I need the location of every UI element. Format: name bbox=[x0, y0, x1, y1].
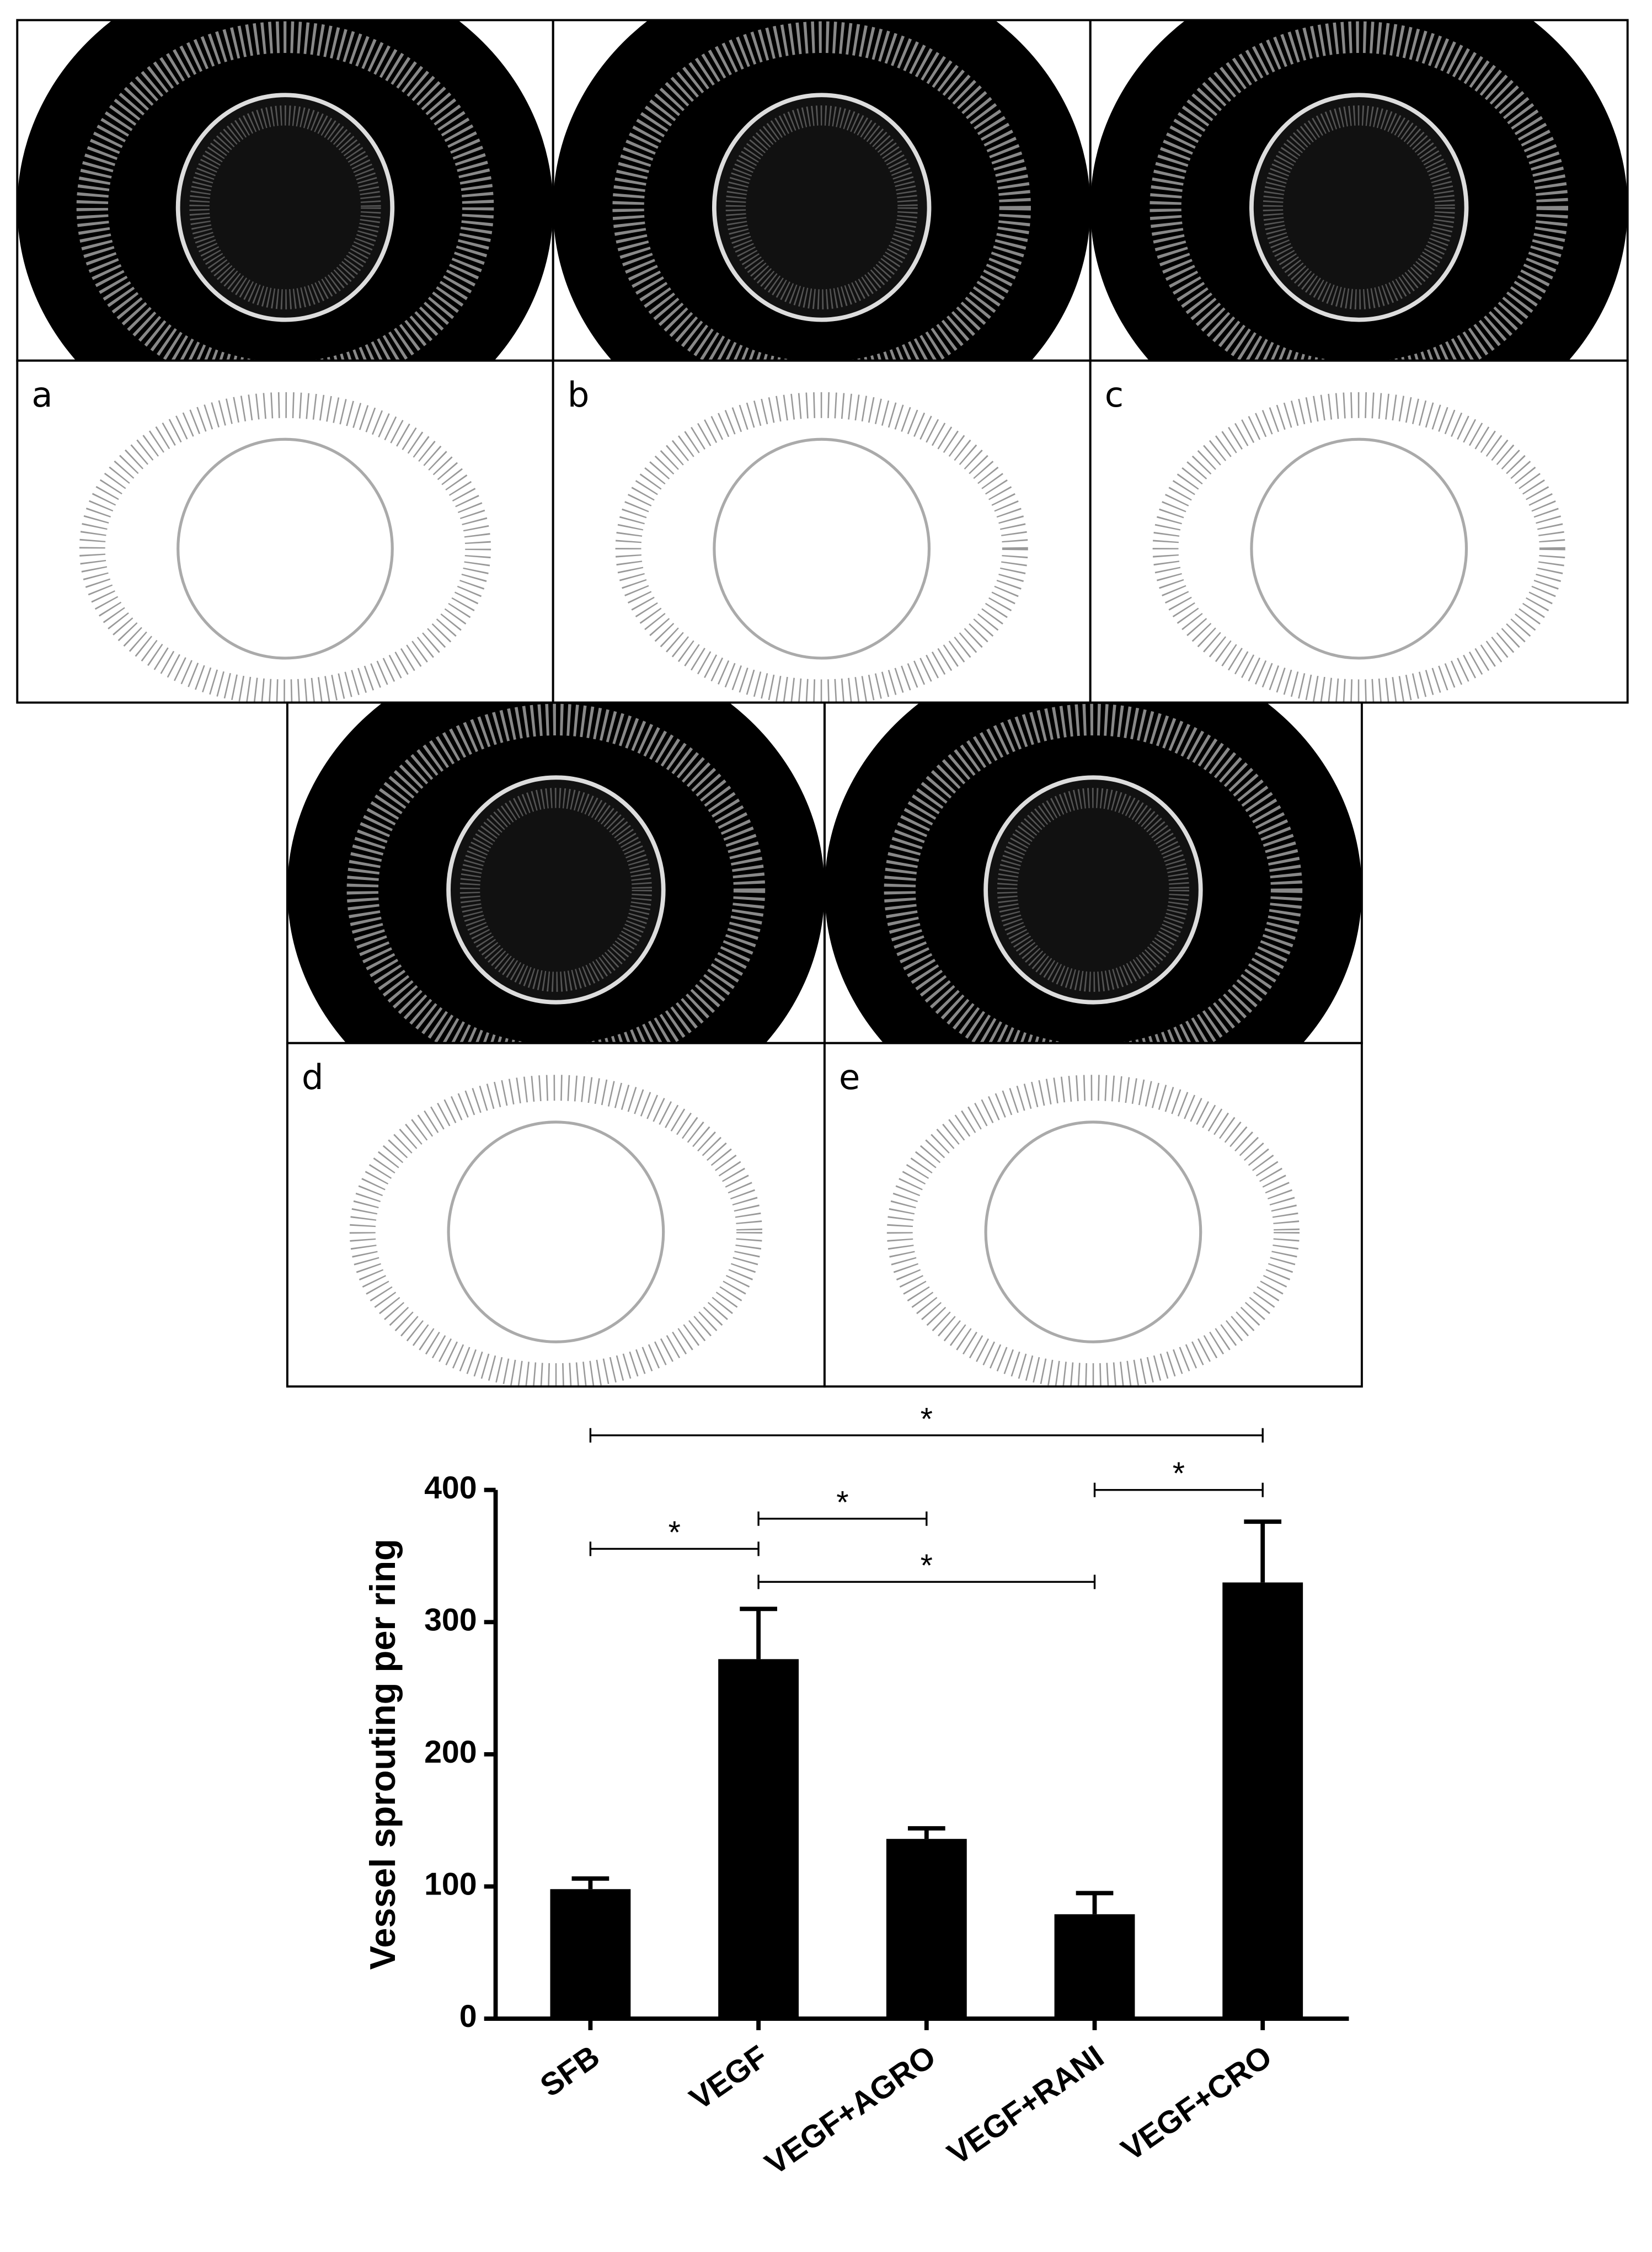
ring-trace bbox=[447, 1120, 665, 1343]
bar bbox=[1054, 1914, 1135, 2019]
significance-bracket bbox=[589, 1428, 1264, 1443]
ring-core bbox=[725, 105, 918, 309]
sprout-halo bbox=[884, 703, 1303, 1043]
sprout-trace bbox=[79, 392, 491, 703]
ring-trace bbox=[1250, 437, 1468, 660]
significance-bracket bbox=[757, 1511, 928, 1526]
micrograph bbox=[287, 702, 825, 1043]
sprout-trace bbox=[1152, 392, 1565, 703]
ring-trace bbox=[713, 437, 931, 660]
panel-label: c bbox=[1105, 375, 1124, 415]
micrograph bbox=[1090, 20, 1628, 361]
sprout-trace bbox=[349, 1075, 762, 1387]
sprout-halo bbox=[76, 21, 494, 361]
panel-label: B bbox=[568, 34, 591, 74]
sprout-trace bbox=[886, 1075, 1300, 1387]
panel-label: C bbox=[1105, 34, 1129, 74]
micrograph bbox=[17, 360, 553, 703]
ring-core bbox=[189, 105, 381, 309]
ring-core bbox=[459, 788, 652, 992]
panel-label: D bbox=[302, 717, 328, 757]
bar bbox=[550, 1889, 631, 2019]
significance-label: * bbox=[836, 1485, 848, 1520]
y-tick-label: 0 bbox=[459, 1999, 477, 2034]
micrograph bbox=[553, 20, 1090, 361]
significance-label: * bbox=[1173, 1456, 1185, 1491]
significance-bracket bbox=[757, 1575, 1096, 1589]
ring bbox=[983, 775, 1203, 1005]
sprout-trace bbox=[615, 392, 1028, 703]
tracing-bg bbox=[824, 1043, 1362, 1387]
micrograph bbox=[824, 1043, 1362, 1387]
y-tick-label: 200 bbox=[424, 1735, 477, 1770]
ring bbox=[175, 93, 395, 322]
x-tick-label: VEGF+RANI bbox=[941, 2038, 1110, 2171]
panel-label: a bbox=[31, 375, 52, 415]
significance-bracket bbox=[1093, 1482, 1264, 1497]
micrograph bbox=[825, 702, 1362, 1043]
ring bbox=[1249, 93, 1469, 322]
micrograph bbox=[553, 360, 1090, 703]
x-tick-label: VEGF+CRO bbox=[1115, 2038, 1278, 2168]
panel-label: d bbox=[302, 1057, 324, 1097]
bar bbox=[886, 1839, 967, 2019]
panel-label: E bbox=[839, 717, 861, 757]
sprout-halo bbox=[1150, 21, 1568, 361]
bar bbox=[718, 1659, 799, 2019]
panel-label: b bbox=[568, 375, 590, 415]
significance-label: * bbox=[921, 1401, 933, 1437]
sprout-halo bbox=[346, 703, 766, 1043]
ring-trace bbox=[984, 1120, 1202, 1343]
ring bbox=[712, 93, 932, 322]
x-tick-label: SFB bbox=[534, 2038, 606, 2104]
ring-core bbox=[1263, 105, 1455, 309]
sprout-halo bbox=[612, 21, 1031, 361]
significance-bracket bbox=[589, 1541, 760, 1556]
ring-core bbox=[997, 788, 1189, 992]
significance-label: * bbox=[921, 1548, 933, 1583]
y-tick-label: 100 bbox=[424, 1867, 477, 1902]
y-tick-label: 400 bbox=[424, 1470, 477, 1506]
micrograph bbox=[17, 20, 553, 361]
tracing-bg bbox=[17, 360, 553, 703]
micrograph bbox=[1090, 360, 1628, 703]
y-axis-label: Vessel sprouting per ring bbox=[362, 1539, 403, 1970]
tracing-bg bbox=[287, 1043, 825, 1387]
panel-label: e bbox=[839, 1057, 860, 1097]
significance-label: * bbox=[669, 1515, 681, 1550]
ring-trace bbox=[177, 437, 394, 660]
bar bbox=[1222, 1582, 1303, 2019]
ring bbox=[446, 775, 666, 1005]
y-tick-label: 300 bbox=[424, 1602, 477, 1637]
panel-label: A bbox=[31, 34, 55, 74]
panel-border bbox=[823, 1042, 1363, 1388]
x-tick-label: VEGF+AGRO bbox=[758, 2038, 942, 2182]
x-tick-label: VEGF bbox=[683, 2038, 774, 2117]
micrograph bbox=[287, 1043, 825, 1387]
